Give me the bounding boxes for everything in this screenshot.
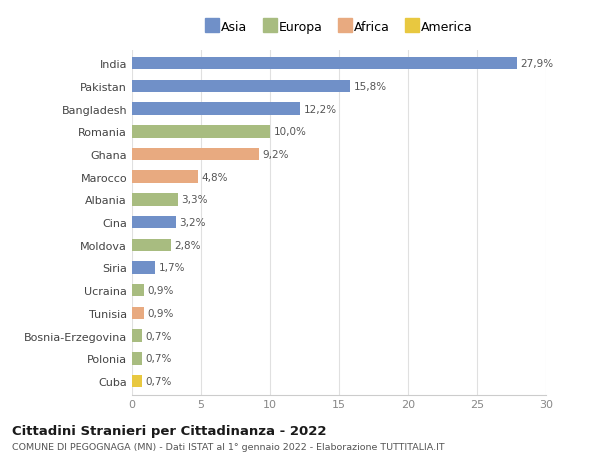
Text: 10,0%: 10,0% (274, 127, 307, 137)
Bar (132, 103, 301, 116)
Text: 0,7%: 0,7% (145, 353, 172, 364)
Bar (132, 262, 155, 274)
Text: 3,2%: 3,2% (179, 218, 206, 228)
Bar (132, 171, 198, 184)
Bar (132, 194, 178, 206)
Text: Cittadini Stranieri per Cittadinanza - 2022: Cittadini Stranieri per Cittadinanza - 2… (12, 424, 326, 437)
Text: 0,9%: 0,9% (148, 285, 174, 296)
Text: 9,2%: 9,2% (262, 150, 289, 160)
Text: 1,7%: 1,7% (159, 263, 185, 273)
Text: 3,3%: 3,3% (181, 195, 208, 205)
Text: 2,8%: 2,8% (174, 240, 200, 250)
Bar (132, 216, 176, 229)
Bar (132, 126, 270, 138)
Bar (132, 80, 350, 93)
Text: 0,7%: 0,7% (145, 376, 172, 386)
Bar (132, 352, 142, 365)
Text: 15,8%: 15,8% (353, 82, 386, 92)
Legend: Asia, Europa, Africa, America: Asia, Europa, Africa, America (202, 17, 476, 38)
Bar (132, 330, 142, 342)
Bar (132, 148, 259, 161)
Text: 27,9%: 27,9% (520, 59, 554, 69)
Bar (132, 239, 170, 252)
Text: 0,7%: 0,7% (145, 331, 172, 341)
Bar (132, 284, 145, 297)
Bar (132, 307, 145, 319)
Text: COMUNE DI PEGOGNAGA (MN) - Dati ISTAT al 1° gennaio 2022 - Elaborazione TUTTITAL: COMUNE DI PEGOGNAGA (MN) - Dati ISTAT al… (12, 442, 445, 451)
Text: 12,2%: 12,2% (304, 104, 337, 114)
Text: 0,9%: 0,9% (148, 308, 174, 318)
Text: 4,8%: 4,8% (202, 172, 228, 182)
Bar (132, 375, 142, 387)
Bar (132, 58, 517, 70)
